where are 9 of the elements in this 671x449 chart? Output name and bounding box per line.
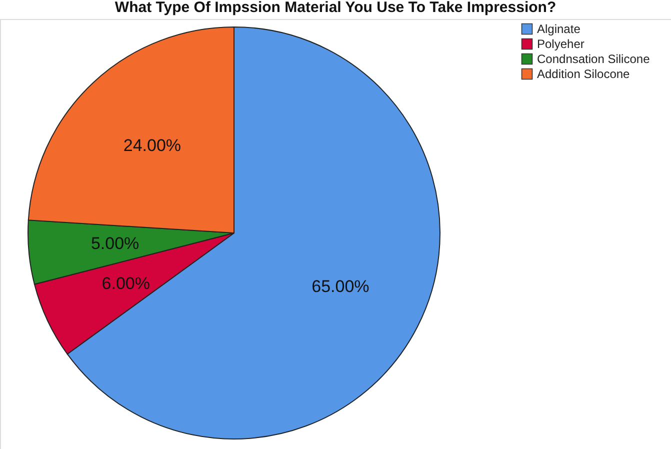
data-label: 5.00% <box>90 234 140 254</box>
legend-label: Alginate <box>537 22 581 36</box>
data-label: 65.00% <box>312 277 370 296</box>
legend-label: Polyeher <box>537 37 584 51</box>
legend-label: Addition Silocone <box>537 67 630 81</box>
data-label: 24.00% <box>123 136 182 155</box>
chart-title: What Type Of Impssion Material You Use To Take Impression? <box>114 0 556 16</box>
legend-label: Condnsation Silicone <box>537 52 650 66</box>
data-label: 6.00% <box>102 274 150 293</box>
